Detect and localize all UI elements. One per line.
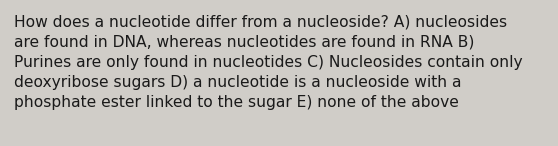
Text: How does a nucleotide differ from a nucleoside? A) nucleosides
are found in DNA,: How does a nucleotide differ from a nucl… — [14, 15, 523, 110]
